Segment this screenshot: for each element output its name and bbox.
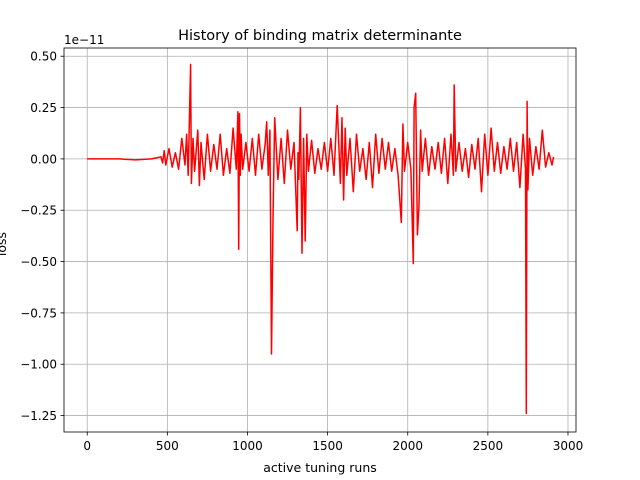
y-tick-label: −1.25	[20, 409, 57, 423]
y-axis-label: loss	[0, 232, 9, 256]
y-tick-label: −0.50	[20, 255, 57, 269]
x-axis-label: active tuning runs	[263, 460, 377, 475]
chart-title: History of binding matrix determinante	[178, 28, 462, 44]
x-tick-label: 3000	[553, 439, 584, 453]
data-series	[87, 63, 555, 415]
series-line	[87, 63, 555, 415]
y-tick-label: −0.75	[20, 306, 57, 320]
y-tick-label: 0.50	[30, 50, 57, 64]
plot-frame	[63, 47, 577, 433]
x-tick-label: 0	[83, 439, 91, 453]
x-tick-label: 1000	[232, 439, 263, 453]
y-tick-label: −1.00	[20, 358, 57, 372]
y-tick-label: 0.00	[30, 152, 57, 166]
x-tick-label: 1500	[312, 439, 343, 453]
x-tick-label: 500	[156, 439, 179, 453]
y-offset-label: 1e−11	[64, 33, 104, 47]
x-tick-label: 2000	[392, 439, 423, 453]
y-tick-label: 0.25	[30, 101, 57, 115]
axis-ticks: 0 500 1000 1500 2000 2500 3000 0.50 0.25 0.00 −0.2…	[20, 50, 583, 453]
y-tick-label: −0.25	[20, 204, 57, 218]
grid-lines	[64, 48, 576, 432]
x-tick-label: 2500	[473, 439, 504, 453]
